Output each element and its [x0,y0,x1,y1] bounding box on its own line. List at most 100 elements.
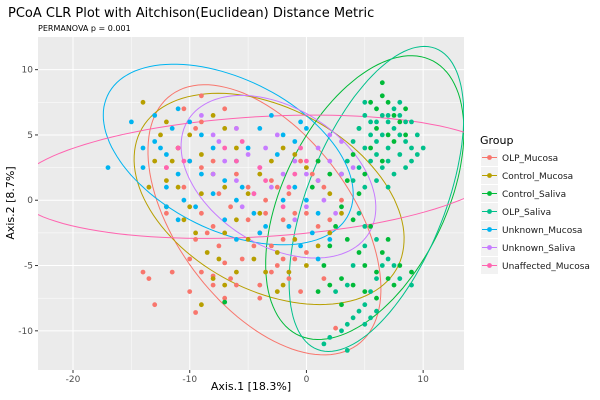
point-olp-saliva [350,139,356,144]
point-olp-saliva [385,145,391,151]
point-olp-mucosa [216,243,222,249]
point-olp-mucosa [280,217,286,223]
point-olp-saliva [350,263,356,268]
point-unknown-mucosa [210,145,216,151]
point-olp-saliva [362,224,368,229]
point-unknown-mucosa [292,139,298,144]
point-olp-mucosa [251,243,257,249]
point-unknown-saliva [210,132,216,138]
point-olp-saliva [374,276,379,281]
point-olp-mucosa [216,191,222,197]
point-unknown-mucosa [175,106,181,112]
legend-title: Group [480,134,514,147]
point-unknown-saliva [234,178,239,184]
point-olp-saliva [362,99,368,105]
point-unknown-saliva [304,204,309,210]
point-control-saliva [321,263,327,268]
point-unknown-mucosa [304,125,309,131]
point-control-mucosa [257,171,263,177]
point-unknown-mucosa [199,132,204,138]
point-unknown-saliva [222,158,228,164]
point-control-mucosa [269,158,274,164]
point-control-saliva [379,93,385,99]
point-control-saliva [356,191,362,197]
point-unknown-mucosa [315,256,321,262]
point-olp-mucosa [239,256,245,262]
point-olp-saliva [350,178,356,184]
point-unknown-saliva [280,171,286,177]
point-olp-saliva [385,256,391,262]
point-unknown-mucosa [164,204,169,210]
point-unaffected-mucosa [298,145,303,151]
point-control-saliva [379,80,385,86]
point-control-mucosa [339,210,344,216]
chart-title: PCoA CLR Plot with Aitchison(Euclidean) … [8,6,374,21]
point-unknown-mucosa [187,119,193,125]
point-olp-saliva [368,289,373,294]
point-control-mucosa [327,230,333,236]
point-control-mucosa [216,256,222,262]
point-control-saliva [339,302,344,308]
point-control-mucosa [222,282,228,288]
point-olp-mucosa [181,184,187,190]
point-olp-mucosa [199,210,204,216]
point-unknown-mucosa [152,113,158,118]
point-control-mucosa [280,145,286,151]
point-control-mucosa [175,184,181,190]
point-control-mucosa [199,191,204,197]
point-olp-mucosa [298,289,303,294]
point-control-mucosa [257,210,263,216]
legend-label-unknown-saliva: Unknown_Saliva [502,244,575,254]
point-olp-mucosa [269,178,274,184]
legend-point-unknown-mucosa [487,227,492,232]
point-olp-saliva [356,308,362,314]
point-olp-saliva [362,243,368,249]
point-olp-saliva [391,263,397,268]
point-control-saliva [391,282,397,288]
point-olp-mucosa [164,210,169,216]
point-olp-saliva [414,152,420,157]
point-olp-saliva [356,125,362,131]
point-control-mucosa [263,269,268,275]
y-tick-label: 0 [27,196,33,206]
points-layer [105,80,426,353]
ellipse-unknown-mucosa [102,63,354,246]
point-unknown-mucosa [234,237,239,242]
point-control-saliva [309,184,315,190]
point-olp-saliva [414,132,420,138]
point-olp-mucosa [234,282,239,288]
point-olp-mucosa [280,256,286,262]
point-control-mucosa [164,119,169,125]
point-olp-saliva [397,276,403,281]
point-olp-mucosa [292,256,298,262]
point-unknown-mucosa [193,204,199,210]
point-unknown-mucosa [280,132,286,138]
point-olp-mucosa [263,210,268,216]
point-olp-mucosa [187,256,193,262]
x-tick-label: -20 [66,375,81,385]
point-control-saliva [385,237,391,242]
point-control-mucosa [245,191,251,197]
point-unknown-mucosa [298,119,303,125]
point-olp-saliva [397,113,403,118]
point-control-mucosa [251,256,257,262]
point-unaffected-mucosa [175,145,181,151]
point-olp-mucosa [280,237,286,242]
legend-point-unaffected-mucosa [487,263,492,268]
point-control-mucosa [286,269,292,275]
point-olp-mucosa [245,184,251,190]
point-unknown-saliva [245,152,251,157]
point-control-saliva [344,237,350,242]
y-tick-label: 10 [22,66,34,76]
point-olp-mucosa [298,158,303,164]
point-olp-mucosa [222,260,228,266]
point-unknown-mucosa [309,230,315,236]
point-olp-mucosa [222,295,228,301]
point-unknown-saliva [269,184,274,190]
point-control-mucosa [274,289,280,294]
point-unknown-mucosa [251,210,257,216]
point-olp-mucosa [321,184,327,190]
point-control-mucosa [292,237,298,242]
point-olp-saliva [409,145,414,151]
point-unaffected-mucosa [286,184,292,190]
